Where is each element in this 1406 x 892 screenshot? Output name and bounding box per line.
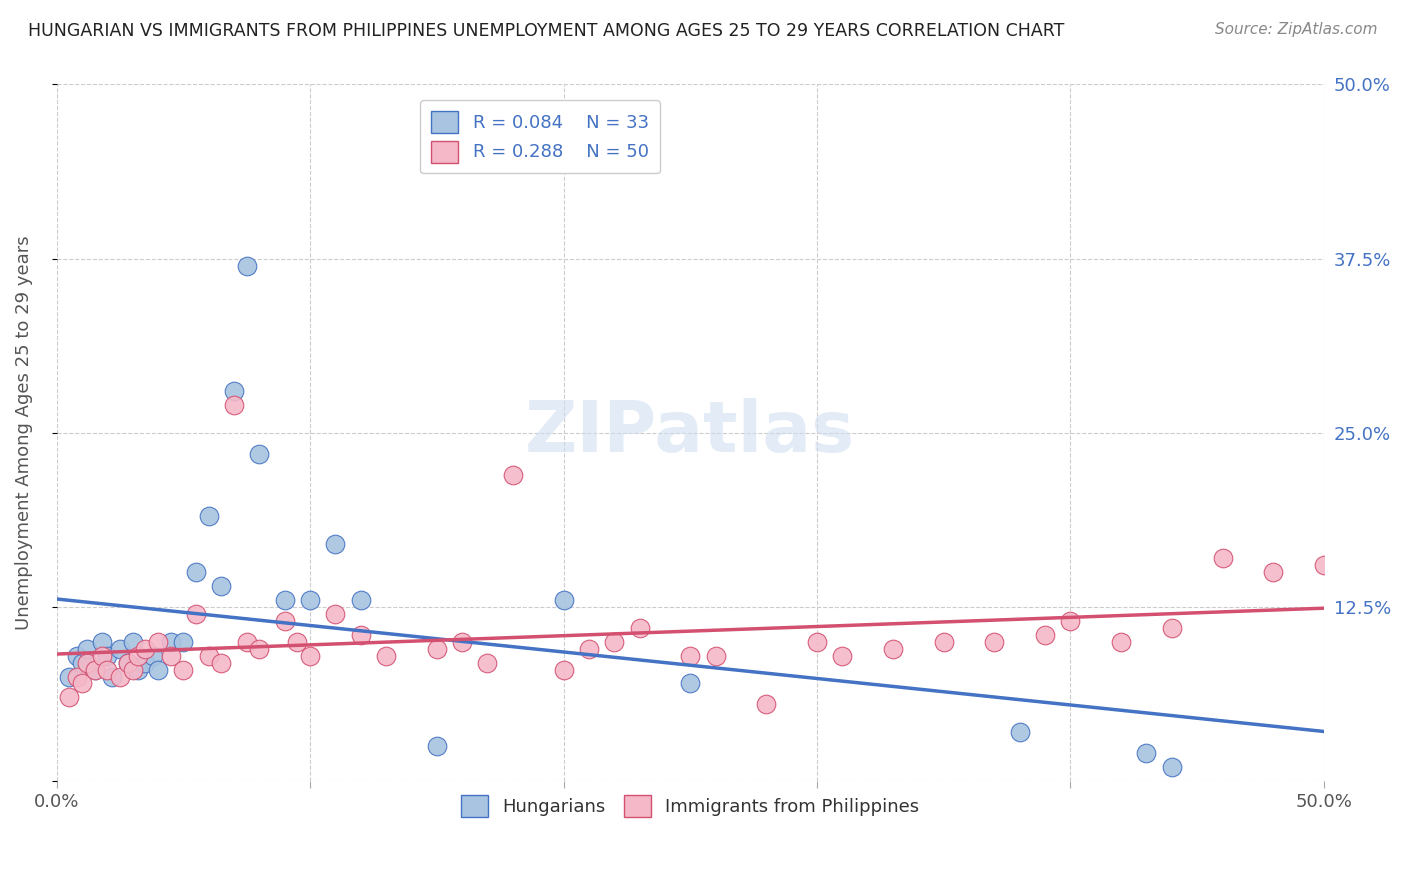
- Point: [184, 565, 207, 579]
- Text: Source: ZipAtlas.com: Source: ZipAtlas.com: [1215, 22, 1378, 37]
- Point: [704, 648, 727, 663]
- Point: [66, 648, 89, 663]
- Point: [96, 648, 118, 663]
- Point: [451, 634, 474, 648]
- Point: [1059, 614, 1081, 628]
- Y-axis label: Unemployment Among Ages 25 to 29 years: Unemployment Among Ages 25 to 29 years: [15, 235, 32, 630]
- Point: [222, 398, 245, 412]
- Point: [247, 641, 270, 656]
- Point: [70, 676, 93, 690]
- Point: [134, 656, 156, 670]
- Point: [91, 634, 114, 648]
- Point: [209, 579, 232, 593]
- Point: [184, 607, 207, 621]
- Point: [142, 648, 165, 663]
- Point: [76, 656, 98, 670]
- Text: HUNGARIAN VS IMMIGRANTS FROM PHILIPPINES UNEMPLOYMENT AMONG AGES 25 TO 29 YEARS : HUNGARIAN VS IMMIGRANTS FROM PHILIPPINES…: [28, 22, 1064, 40]
- Point: [553, 593, 575, 607]
- Point: [222, 384, 245, 398]
- Point: [882, 641, 904, 656]
- Point: [1135, 746, 1157, 760]
- Point: [755, 698, 778, 712]
- Point: [1313, 558, 1336, 572]
- Point: [477, 656, 499, 670]
- Point: [287, 634, 309, 648]
- Legend: Hungarians, Immigrants from Philippines: Hungarians, Immigrants from Philippines: [454, 788, 927, 824]
- Point: [121, 634, 143, 648]
- Point: [603, 634, 626, 648]
- Point: [578, 641, 600, 656]
- Point: [83, 663, 105, 677]
- Point: [172, 663, 194, 677]
- Point: [502, 467, 524, 482]
- Point: [127, 648, 149, 663]
- Point: [209, 656, 232, 670]
- Point: [117, 656, 139, 670]
- Point: [299, 648, 322, 663]
- Point: [274, 593, 297, 607]
- Point: [159, 648, 181, 663]
- Point: [159, 634, 181, 648]
- Point: [806, 634, 828, 648]
- Point: [247, 447, 270, 461]
- Point: [325, 537, 347, 551]
- Point: [66, 669, 89, 683]
- Point: [91, 648, 114, 663]
- Point: [1263, 565, 1285, 579]
- Point: [134, 641, 156, 656]
- Point: [325, 607, 347, 621]
- Text: ZIPatlas: ZIPatlas: [526, 398, 855, 467]
- Point: [375, 648, 398, 663]
- Point: [350, 628, 373, 642]
- Point: [679, 648, 702, 663]
- Point: [108, 641, 131, 656]
- Point: [83, 663, 105, 677]
- Point: [426, 641, 449, 656]
- Point: [932, 634, 955, 648]
- Point: [274, 614, 297, 628]
- Point: [108, 669, 131, 683]
- Point: [121, 663, 143, 677]
- Point: [127, 663, 149, 677]
- Point: [299, 593, 322, 607]
- Point: [146, 634, 169, 648]
- Point: [101, 669, 124, 683]
- Point: [96, 663, 118, 677]
- Point: [76, 641, 98, 656]
- Point: [628, 621, 651, 635]
- Point: [197, 648, 219, 663]
- Point: [70, 656, 93, 670]
- Point: [831, 648, 853, 663]
- Point: [235, 259, 257, 273]
- Point: [679, 676, 702, 690]
- Point: [1109, 634, 1132, 648]
- Point: [1033, 628, 1056, 642]
- Point: [58, 690, 80, 705]
- Point: [197, 509, 219, 524]
- Point: [350, 593, 373, 607]
- Point: [172, 634, 194, 648]
- Point: [1212, 551, 1234, 566]
- Point: [117, 656, 139, 670]
- Point: [1160, 760, 1182, 774]
- Point: [426, 739, 449, 754]
- Point: [146, 663, 169, 677]
- Point: [553, 663, 575, 677]
- Point: [58, 669, 80, 683]
- Point: [983, 634, 1005, 648]
- Point: [235, 634, 257, 648]
- Point: [1160, 621, 1182, 635]
- Point: [1008, 725, 1031, 739]
